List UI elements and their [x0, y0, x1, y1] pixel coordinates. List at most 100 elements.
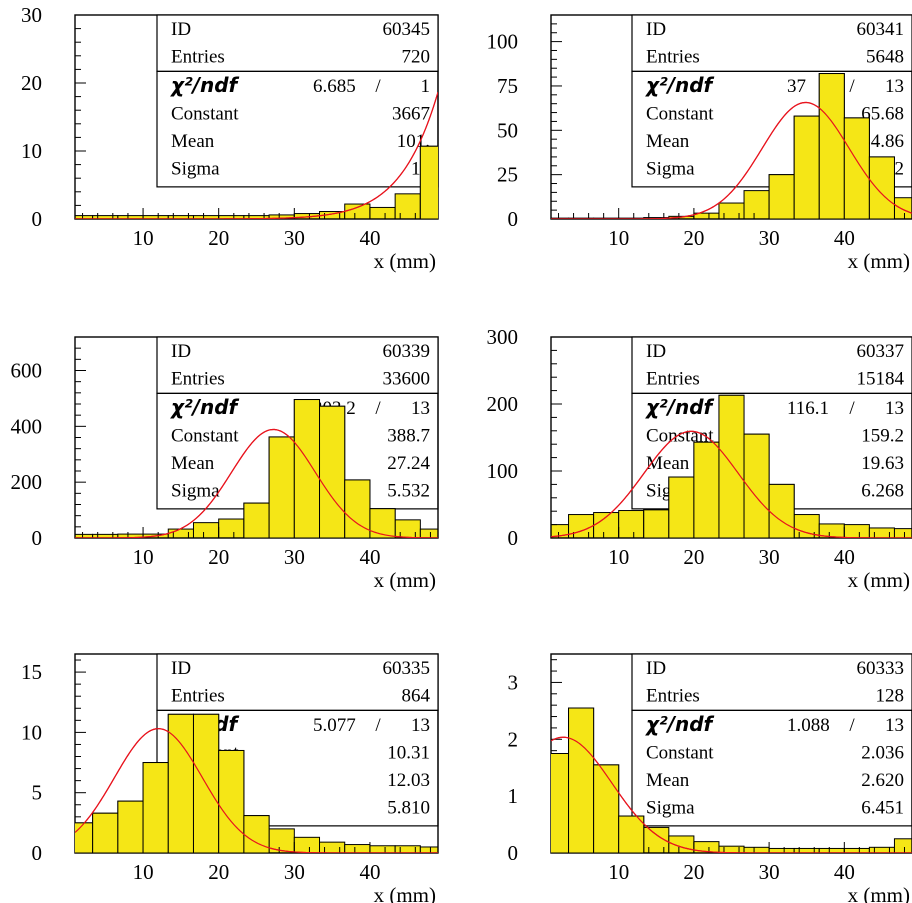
histogram-bar — [268, 436, 295, 538]
stat-label: Constant — [171, 104, 239, 125]
histogram-panel-6: 0 1 2 3 10 20 30 40x (mm) ID 60333 Entries 128 χ²/nd… — [508, 653, 912, 903]
stat-label: Mean — [646, 453, 690, 474]
stats-box-header — [631, 336, 912, 394]
x-tick-label: 10 — [133, 545, 154, 569]
y-tick-label: 300 — [487, 325, 519, 349]
histogram-bar — [319, 841, 346, 853]
stats-box-fit — [631, 709, 912, 827]
histogram-bar — [893, 838, 912, 853]
stat-value: 19.63 — [861, 453, 904, 474]
stat-value: 34.86 — [861, 131, 904, 152]
stat-label: Mean — [171, 131, 215, 152]
stat-value: 6.268 — [861, 481, 904, 502]
x-tick-label: 20 — [683, 545, 704, 569]
y-tick-label: 1 — [508, 784, 519, 808]
histogram-bar — [793, 115, 820, 219]
histogram-bar — [768, 483, 795, 538]
x-tick-label: 10 — [133, 860, 154, 884]
stats-box-header — [631, 653, 912, 711]
histogram-bar — [218, 518, 245, 538]
y-tick-label: 25 — [497, 163, 518, 187]
x-tick-label: 40 — [359, 860, 380, 884]
stat-separator: / — [849, 76, 855, 97]
stat-label: χ²/ndf — [645, 395, 715, 419]
stat-label: ID — [171, 19, 191, 40]
stat-ndf: 13 — [411, 398, 430, 419]
histogram-bar — [192, 522, 220, 538]
y-tick-label: 0 — [32, 841, 43, 865]
histogram-bar — [117, 800, 144, 853]
stat-separator: / — [375, 715, 381, 736]
y-tick-label: 400 — [11, 414, 43, 438]
x-tick-label: 20 — [683, 226, 704, 250]
plot-overlay — [551, 394, 912, 538]
stat-value: 12.03 — [387, 770, 430, 791]
stat-value: 720 — [402, 47, 431, 68]
histogram-bar — [243, 815, 270, 853]
y-tick-label: 0 — [508, 207, 519, 231]
stat-value: 60341 — [857, 19, 905, 40]
x-tick-label: 30 — [759, 860, 780, 884]
stat-ndf: 1 — [421, 76, 431, 97]
stat-value: 3667 — [392, 104, 430, 125]
histogram-bar — [643, 509, 670, 538]
histogram-bar — [394, 845, 421, 853]
y-tick-label: 50 — [497, 118, 518, 142]
histogram-bar — [868, 156, 895, 219]
stat-value: 60339 — [383, 341, 431, 362]
histogram-bar — [718, 394, 745, 538]
stat-label: ID — [171, 658, 191, 679]
y-tick-label: 200 — [11, 470, 43, 494]
x-axis-label: x (mm) — [374, 568, 436, 592]
stat-value: 27.24 — [387, 453, 430, 474]
gaussian-fit-curve — [551, 430, 912, 538]
plot-overlay — [551, 707, 912, 853]
stat-value: 864 — [402, 686, 431, 707]
x-tick-label: 10 — [608, 545, 629, 569]
x-tick-label: 30 — [759, 226, 780, 250]
stat-label: Sigma — [171, 481, 220, 502]
x-tick-label: 30 — [284, 545, 305, 569]
histogram-bar — [551, 753, 570, 853]
x-axis-label: x (mm) — [374, 883, 436, 903]
plot-overlay — [551, 73, 912, 219]
x-tick-label: 10 — [608, 226, 629, 250]
stat-ndf: 13 — [885, 76, 904, 97]
histogram-bar — [243, 502, 270, 538]
y-tick-label: 200 — [487, 392, 519, 416]
stat-ndf: 13 — [411, 715, 430, 736]
plot-overlay — [75, 76, 471, 219]
stat-label: Constant — [646, 426, 714, 447]
stat-label: χ²/ndf — [170, 73, 240, 97]
stat-label: χ²/ndf — [645, 712, 715, 736]
stats-box: ID60339Entries33600χ²/ndf303.2/13Constan… — [156, 336, 439, 510]
histogram-bar — [167, 713, 194, 853]
stat-separator: / — [849, 398, 855, 419]
stat-label: Entries — [171, 369, 225, 390]
stat-label: Mean — [646, 131, 690, 152]
stat-label: Sigma — [646, 798, 695, 819]
histogram-bar — [718, 202, 745, 219]
stat-value: 116.1 — [787, 398, 829, 419]
y-tick-label: 15 — [21, 660, 42, 684]
histogram-bar — [893, 528, 912, 538]
histogram-bar — [593, 764, 620, 853]
stat-ndf: 13 — [885, 715, 904, 736]
histogram-bar — [818, 73, 845, 219]
histogram-bar — [369, 206, 396, 219]
stats-box: ID 60333 Entries 128 χ²/ndf 1.088 / 13 Constant 2… — [631, 653, 912, 827]
y-tick-label: 30 — [21, 3, 42, 27]
stat-label: ID — [171, 341, 191, 362]
y-tick-label: 10 — [21, 139, 42, 163]
x-tick-label: 20 — [208, 860, 229, 884]
y-tick-label: 0 — [32, 526, 43, 550]
stat-label: Mean — [171, 453, 215, 474]
histogram-bar — [218, 749, 245, 853]
histogram-panel-1: 0 10 20 30 10 20 30 40x (mm) ID 60345 Entries 720 χ²… — [21, 3, 471, 273]
histogram-bar — [446, 76, 471, 219]
stat-ndf: 13 — [885, 398, 904, 419]
stats-box-header — [156, 653, 439, 711]
x-tick-label: 10 — [133, 226, 154, 250]
histogram-bar — [743, 190, 770, 219]
